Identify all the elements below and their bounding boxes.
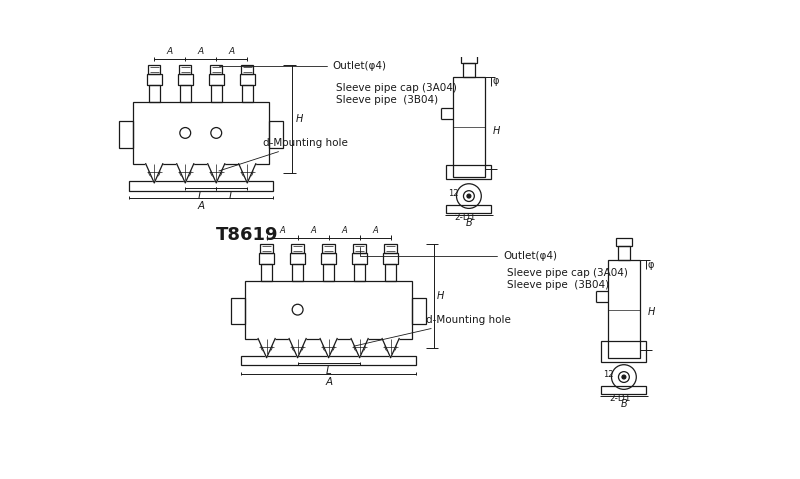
Bar	[412, 298, 426, 324]
Text: Sleeve pipe cap (3A04): Sleeve pipe cap (3A04)	[336, 83, 458, 93]
Text: Sleeve pipe cap (3A04): Sleeve pipe cap (3A04)	[507, 268, 628, 278]
Text: H: H	[295, 114, 302, 124]
Bar	[129, 182, 273, 191]
Text: Outlet(φ4): Outlet(φ4)	[219, 61, 386, 71]
Bar	[231, 298, 245, 324]
Text: d-Mounting hole: d-Mounting hole	[219, 138, 348, 171]
Polygon shape	[289, 339, 306, 358]
Bar	[290, 253, 306, 264]
Polygon shape	[258, 339, 275, 358]
Text: B: B	[466, 218, 472, 228]
Bar	[321, 253, 336, 264]
Text: 2-D1: 2-D1	[609, 394, 630, 403]
Text: H: H	[436, 291, 444, 301]
Text: H: H	[493, 125, 500, 136]
Bar	[259, 253, 274, 264]
Bar	[133, 102, 269, 164]
Polygon shape	[177, 164, 194, 183]
Text: B: B	[621, 399, 627, 410]
Bar	[616, 239, 632, 246]
Bar	[209, 74, 224, 85]
Bar	[383, 253, 398, 264]
Bar	[148, 65, 161, 74]
Bar	[262, 264, 272, 281]
Text: T8619: T8619	[216, 226, 278, 244]
Text: A: A	[229, 47, 235, 56]
Bar	[241, 65, 254, 74]
Text: A: A	[198, 47, 204, 56]
Bar	[146, 74, 162, 85]
Bar	[453, 77, 485, 177]
Circle shape	[467, 194, 471, 198]
Bar	[149, 85, 160, 102]
Text: A: A	[279, 226, 285, 235]
Bar	[322, 244, 335, 253]
Text: A: A	[372, 226, 378, 235]
Bar	[462, 63, 475, 77]
Text: d-Mounting hole: d-Mounting hole	[354, 315, 510, 346]
Text: 12: 12	[448, 189, 458, 198]
Text: L: L	[229, 192, 234, 202]
Bar	[608, 260, 640, 358]
Text: φ: φ	[493, 76, 499, 86]
Bar	[386, 264, 396, 281]
Text: A: A	[166, 47, 173, 56]
Polygon shape	[382, 339, 399, 358]
Bar	[602, 341, 646, 362]
Bar	[211, 85, 222, 102]
Polygon shape	[238, 164, 256, 183]
Text: L: L	[198, 192, 204, 202]
Bar	[180, 85, 190, 102]
Bar	[446, 205, 491, 213]
Polygon shape	[320, 339, 337, 358]
Bar	[118, 121, 133, 148]
Text: A: A	[342, 226, 347, 235]
Bar	[461, 55, 477, 63]
Text: φ: φ	[648, 260, 654, 270]
Polygon shape	[351, 339, 368, 358]
Bar	[354, 244, 366, 253]
Text: Outlet(φ4): Outlet(φ4)	[360, 247, 557, 261]
Bar	[239, 74, 255, 85]
Text: 2-D1: 2-D1	[454, 213, 476, 222]
Bar	[179, 65, 191, 74]
Text: A: A	[325, 377, 332, 387]
Bar	[178, 74, 193, 85]
Bar	[352, 253, 367, 264]
Bar	[446, 165, 491, 179]
Text: A: A	[197, 201, 204, 211]
Circle shape	[622, 375, 626, 379]
Polygon shape	[208, 164, 225, 183]
Bar	[618, 246, 630, 260]
Polygon shape	[146, 164, 162, 183]
Bar	[323, 264, 334, 281]
Text: L: L	[326, 366, 331, 376]
Bar	[291, 244, 304, 253]
Bar	[354, 264, 365, 281]
Bar	[292, 264, 303, 281]
Text: Sleeve pipe  (3B04): Sleeve pipe (3B04)	[507, 280, 609, 290]
Text: A: A	[310, 226, 316, 235]
Bar	[241, 356, 416, 365]
Bar	[261, 244, 273, 253]
Bar	[245, 281, 412, 339]
Text: Sleeve pipe  (3B04): Sleeve pipe (3B04)	[336, 95, 438, 105]
Bar	[269, 121, 283, 148]
Bar	[210, 65, 222, 74]
Bar	[385, 244, 397, 253]
Bar	[602, 386, 646, 394]
Text: H: H	[648, 307, 655, 317]
Text: 12: 12	[603, 370, 614, 379]
Bar	[242, 85, 253, 102]
